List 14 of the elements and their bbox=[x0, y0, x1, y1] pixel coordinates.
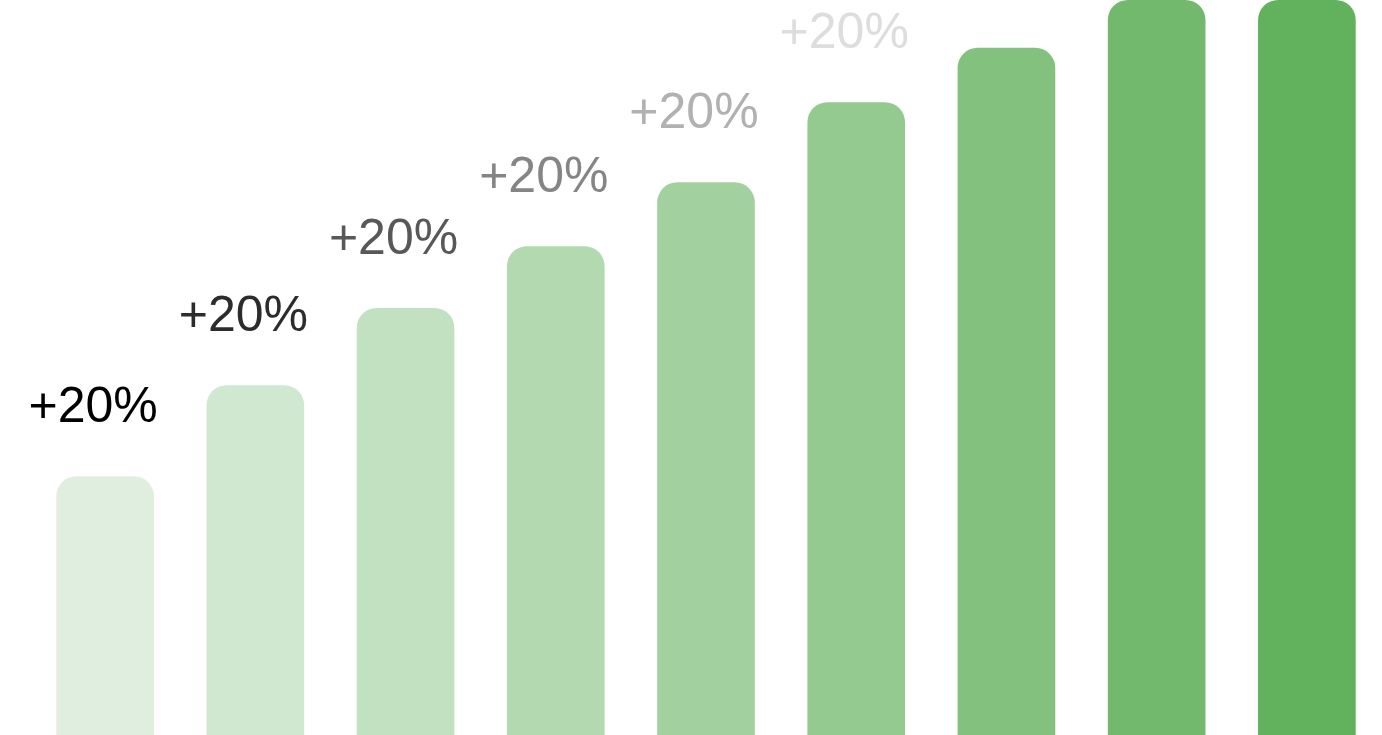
annotation: +20% bbox=[629, 83, 759, 140]
bar bbox=[506, 246, 605, 735]
bar bbox=[206, 385, 305, 735]
bar bbox=[957, 47, 1056, 735]
bar bbox=[1107, 0, 1206, 735]
annotation: +20% bbox=[479, 147, 609, 204]
bar bbox=[657, 182, 755, 735]
bar bbox=[1258, 0, 1356, 735]
annotation: +20% bbox=[328, 208, 459, 265]
annotation: +20% bbox=[28, 377, 158, 434]
bar bbox=[807, 102, 906, 735]
annotation: +20% bbox=[178, 285, 308, 342]
bar bbox=[56, 476, 154, 735]
bar bbox=[356, 307, 455, 735]
